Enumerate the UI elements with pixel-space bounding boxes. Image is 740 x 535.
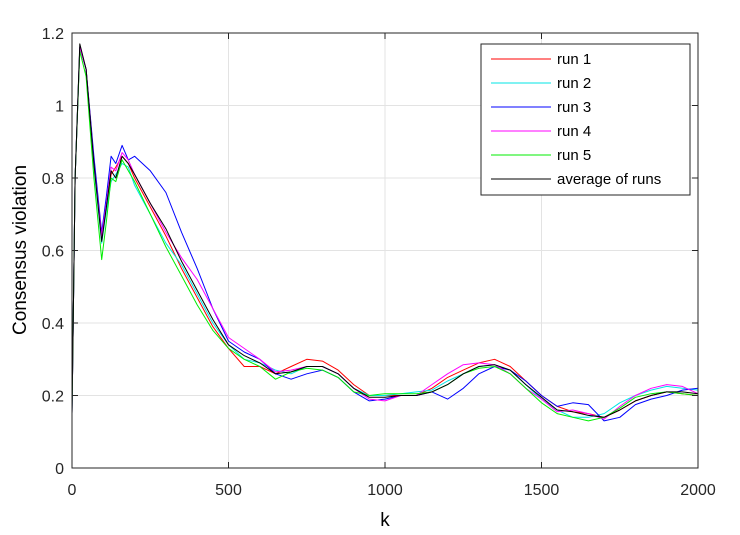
y-tick-label: 0.2 bbox=[42, 389, 64, 406]
y-tick-label: 0 bbox=[55, 461, 64, 478]
legend-label-3: run 3 bbox=[557, 99, 591, 116]
y-tick-label: 0.8 bbox=[42, 171, 64, 188]
x-tick-label: 1000 bbox=[367, 482, 403, 499]
y-axis: 0 0.2 0.4 0.6 0.8 1 1.2 bbox=[42, 26, 698, 478]
y-tick-label: 0.6 bbox=[42, 244, 64, 261]
legend-box bbox=[480, 43, 691, 196]
series-layer bbox=[71, 43, 699, 422]
x-axis-label: k bbox=[380, 510, 390, 531]
x-axis: 0 500 1000 1500 2000 bbox=[68, 33, 716, 499]
y-tick-label: 0.4 bbox=[42, 316, 64, 333]
legend: run 1 run 2 run 3 run 4 run 5 average of runs bbox=[480, 43, 691, 196]
legend-label-2: run 2 bbox=[557, 75, 591, 92]
legend-label-1: run 1 bbox=[557, 51, 591, 68]
y-axis-label: Consensus violation bbox=[10, 165, 31, 335]
legend-label-4: run 4 bbox=[557, 123, 591, 140]
x-tick-label: 2000 bbox=[680, 482, 716, 499]
y-tick-label: 1.2 bbox=[42, 26, 64, 43]
x-tick-label: 500 bbox=[215, 482, 242, 499]
x-tick-label: 0 bbox=[68, 482, 77, 499]
series-line-6 bbox=[71, 43, 699, 418]
y-tick-label: 1 bbox=[55, 99, 64, 116]
series-line-5 bbox=[71, 50, 699, 422]
legend-label-5: run 5 bbox=[557, 147, 591, 164]
legend-label-6: average of runs bbox=[557, 171, 661, 188]
x-tick-label: 1500 bbox=[524, 482, 560, 499]
